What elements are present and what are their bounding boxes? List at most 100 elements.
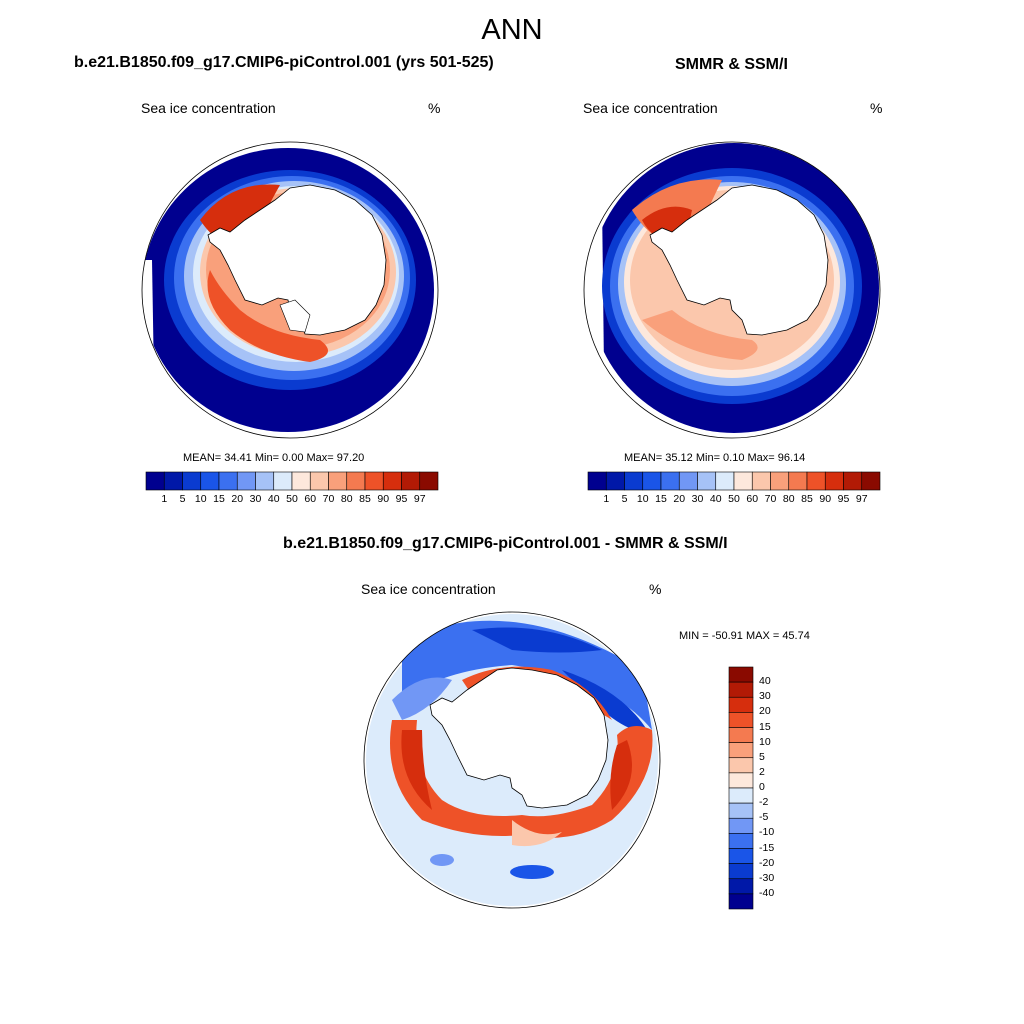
diff-colorbar-tick-label: 20 [759,705,771,718]
obs-colorbar-tick-label: 5 [621,493,628,505]
model-colorbar-swatch [401,471,421,491]
obs-colorbar-tick-label: 50 [728,493,740,505]
model-colorbar-tick-label: 70 [322,493,335,505]
obs-colorbar-tick-label: 60 [746,493,759,505]
obs-colorbar-swatch [770,471,790,491]
model-colorbar-swatch [182,471,202,491]
model-colorbar-tick-label: 97 [413,493,426,505]
obs-sea-ice-map [583,141,881,439]
obs-colorbar-tick-label: 30 [691,493,704,505]
model-colorbar-swatch [163,471,183,491]
diff-colorbar-tick-label: -10 [759,826,775,839]
diff-colorbar-tick-label: 10 [759,735,771,748]
diff-colorbar-tick-label: -15 [759,841,775,854]
model-colorbar [145,471,439,491]
model-colorbar-tick-label: 15 [213,493,225,505]
antarctica-landmass [207,184,387,336]
obs-colorbar-swatch [843,471,863,491]
diff-colorbar-swatch [728,666,754,683]
obs-units-label: % [870,100,883,116]
diff-colorbar [728,666,754,910]
obs-colorbar-swatch [715,471,735,491]
diff-colorbar-swatch [728,712,754,728]
diff-colorbar-tick-label: -40 [759,886,775,899]
diff-colorbar-tick-label: 15 [759,720,771,733]
diff-variable-label: Sea ice concentration [361,581,496,597]
obs-colorbar-tick-label: 40 [709,493,722,505]
model-units-label: % [428,100,441,116]
obs-colorbar-swatch [605,471,625,491]
obs-colorbar [587,471,881,491]
model-colorbar-ticks: 1 5 10 15 20 30 40 50 60 70 80 85 90 95 97 [146,493,438,507]
model-colorbar-swatch [273,471,293,491]
diff-colorbar-swatch [728,878,754,895]
model-colorbar-tick-label: 95 [395,493,408,505]
obs-colorbar-tick-label: 1 [603,493,610,505]
model-colorbar-tick-label: 80 [340,493,353,505]
diff-colorbar-swatch [728,802,754,819]
main-title: ANN [481,14,543,46]
diff-colorbar-tick-label: -30 [759,871,775,884]
obs-colorbar-tick-label: 95 [837,493,850,505]
diff-colorbar-swatch [728,787,754,804]
diff-colorbar-swatch [728,742,754,759]
antarctica-landmass [429,667,609,809]
obs-colorbar-tick-label: 10 [636,493,649,505]
obs-colorbar-tick-label: 97 [855,493,868,505]
diff-colorbar-swatch [728,863,754,880]
diff-colorbar-tick-label: -2 [759,796,769,809]
model-colorbar-swatch [328,471,348,491]
obs-panel-title: SMMR & SSM/I [675,56,788,73]
model-colorbar-tick-label: 40 [267,493,280,505]
obs-colorbar-tick-label: 20 [673,493,686,505]
model-colorbar-swatch [255,471,275,491]
obs-colorbar-swatch [587,471,607,491]
obs-colorbar-swatch [642,471,662,491]
obs-colorbar-swatch [697,471,717,491]
model-colorbar-swatch [364,471,384,491]
model-colorbar-swatch [309,471,329,491]
model-colorbar-tick-label: 1 [161,493,168,505]
model-colorbar-swatch [236,471,256,491]
obs-colorbar-tick-label: 70 [764,493,777,505]
diff-colorbar-tick-label: 2 [759,765,765,778]
diff-colorbar-swatch [728,817,754,834]
diff-colorbar-swatch [728,681,754,698]
model-stats: MEAN= 34.41 Min= 0.00 Max= 97.20 [183,452,365,464]
diff-colorbar-swatch [728,727,754,743]
model-colorbar-swatch [218,471,238,491]
model-colorbar-tick-label: 10 [194,493,207,505]
model-colorbar-swatch [291,471,311,491]
obs-colorbar-tick-label: 80 [782,493,795,505]
obs-colorbar-tick-label: 15 [655,493,667,505]
diff-colorbar-tick-label: 0 [759,781,765,793]
model-colorbar-tick-label: 85 [359,493,371,505]
model-colorbar-swatch [419,471,439,491]
model-colorbar-tick-label: 90 [377,493,390,505]
diff-colorbar-tick-label: -20 [759,856,775,869]
obs-variable-label: Sea ice concentration [583,100,718,116]
model-sea-ice-map [141,141,439,439]
obs-colorbar-swatch [624,471,644,491]
obs-colorbar-tick-label: 90 [819,493,832,505]
model-colorbar-tick-label: 20 [231,493,244,505]
obs-stats: MEAN= 35.12 Min= 0.10 Max= 96.14 [624,452,806,464]
obs-colorbar-swatch [788,471,808,491]
obs-colorbar-tick-label: 85 [801,493,813,505]
diff-colorbar-swatch [728,848,754,864]
diff-colorbar-swatch [728,696,754,713]
model-colorbar-tick-label: 60 [304,493,317,505]
diff-colorbar-swatch [728,833,754,849]
diff-colorbar-swatch [728,757,754,774]
diff-units-label: % [649,581,662,597]
model-colorbar-swatch [346,471,366,491]
model-colorbar-swatch [200,471,220,491]
model-variable-label: Sea ice concentration [141,100,276,116]
diff-colorbar-ticks: 40 30 20 15 10 5 2 0 -2 -5 -10 -15 -20 -30 -40 [759,667,799,909]
diff-colorbar-tick-label: 40 [759,675,771,688]
diff-panel-title: b.e21.B1850.f09_g17.CMIP6-piControl.001 … [283,535,728,552]
model-colorbar-tick-label: 50 [286,493,298,505]
diff-colorbar-tick-label: -5 [759,811,769,824]
obs-colorbar-swatch [861,471,881,491]
obs-colorbar-swatch [806,471,826,491]
